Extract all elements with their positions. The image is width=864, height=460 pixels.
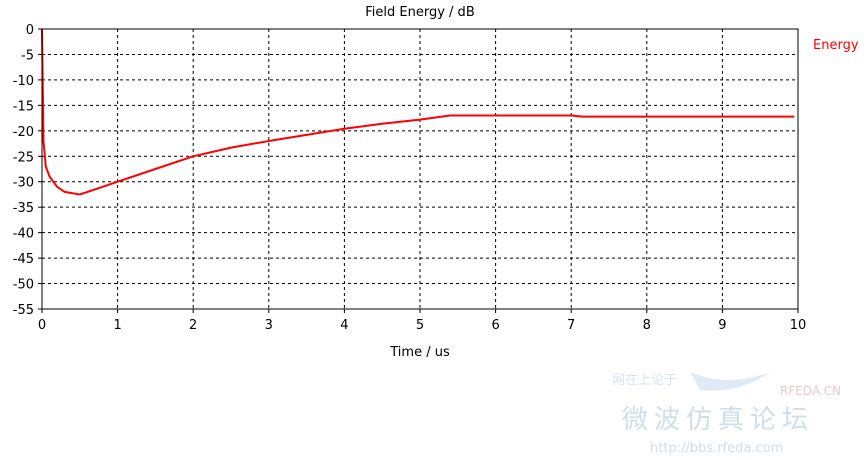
x-tick-label: 2	[189, 318, 197, 333]
x-tick-label: 0	[38, 318, 46, 333]
grid	[42, 29, 798, 309]
y-tick-label: -35	[13, 201, 34, 216]
bird-icon	[690, 372, 770, 391]
legend-energy: Energy	[813, 38, 859, 53]
y-tick-label: -20	[13, 125, 34, 140]
y-tick-label: 0	[26, 23, 34, 38]
y-tick-label: -30	[13, 176, 34, 191]
x-axis-title: Time / us	[389, 345, 450, 360]
x-axis-ticks: 0 1 2 3 4 5 6 7 8 9 10	[38, 309, 806, 333]
y-tick-label: -55	[13, 303, 34, 318]
watermark-url: http://bbs.rfeda.com	[650, 441, 783, 456]
series-line-energy	[41, 28, 795, 196]
x-tick-label: 4	[340, 318, 348, 333]
y-tick-label: -25	[13, 150, 34, 165]
y-tick-label: -45	[13, 252, 34, 267]
y-tick-label: -40	[13, 227, 34, 242]
x-tick-label: 9	[718, 318, 726, 333]
x-tick-label: 8	[643, 318, 651, 333]
x-tick-label: 3	[265, 318, 273, 333]
y-tick-label: -15	[13, 99, 34, 114]
x-tick-label: 10	[790, 318, 807, 333]
y-tick-label: -50	[13, 278, 34, 293]
chart-title: Field Energy / dB	[365, 5, 474, 20]
watermark-slogan: 网在上论于	[612, 373, 677, 388]
x-tick-label: 1	[113, 318, 121, 333]
watermark-logo: 网在上论于 RFEDA.CN 微波仿真论坛 http://bbs.rfeda.c…	[612, 372, 841, 456]
y-tick-label: -5	[21, 48, 34, 63]
x-tick-label: 5	[416, 318, 424, 333]
y-tick-label: -10	[13, 74, 34, 89]
y-axis-ticks: 0 -5 -10 -15 -20 -25 -30 -35 -40 -45 -50 -55	[13, 23, 42, 318]
x-tick-label: 7	[567, 318, 575, 333]
series-layer	[41, 28, 795, 196]
x-tick-label: 6	[491, 318, 499, 333]
watermark-forum: 微波仿真论坛	[622, 405, 814, 435]
watermark-site: RFEDA.CN	[780, 384, 841, 398]
